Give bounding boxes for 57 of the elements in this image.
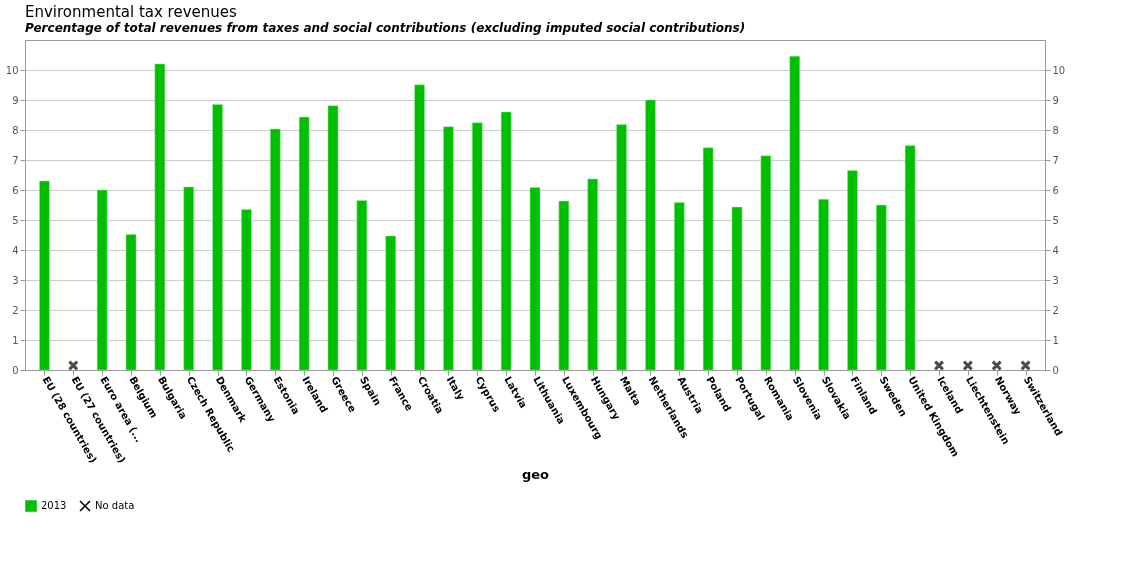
bar (385, 235, 396, 371)
bar (731, 206, 743, 371)
bar (327, 105, 339, 371)
y2-tick-label: 3 (1052, 274, 1059, 286)
y-tick-label: 2 (12, 304, 19, 316)
bar (674, 202, 685, 371)
y2-tick-label: 10 (1052, 64, 1066, 76)
bar (39, 180, 50, 371)
y-tick-label: 9 (12, 94, 19, 106)
bar (500, 111, 512, 371)
y-tick-label: 4 (12, 244, 19, 256)
chart-title: Environmental tax revenues (25, 3, 238, 21)
bar (414, 84, 425, 371)
chart-subtitle: Percentage of total revenues from taxes and social contributions (excluding imputed social contributions) (25, 21, 746, 35)
bar (702, 147, 714, 371)
bar (904, 145, 916, 371)
bar (212, 104, 223, 371)
legend-label: No data (95, 500, 135, 511)
bar (558, 200, 570, 371)
bar (472, 122, 483, 371)
bar (876, 204, 887, 371)
y-tick-label: 7 (12, 154, 19, 166)
bar (154, 63, 166, 371)
bar (125, 234, 137, 371)
bar (356, 200, 368, 371)
y-tick-label: 1 (12, 334, 19, 346)
y2-tick-label: 7 (1052, 154, 1059, 166)
bar (443, 126, 454, 371)
bar (241, 209, 252, 371)
bar (789, 55, 800, 371)
bar (183, 186, 194, 371)
bar (270, 128, 281, 371)
y-tick-label: 10 (5, 64, 19, 76)
bar (847, 170, 858, 371)
y-tick-label: 3 (12, 274, 19, 286)
y2-tick-label: 5 (1052, 214, 1059, 226)
bar (587, 178, 598, 371)
bar (529, 187, 541, 371)
y2-tick-label: 2 (1052, 304, 1059, 316)
bar (298, 116, 310, 371)
bar (96, 189, 108, 371)
bar (818, 199, 829, 371)
y-tick-label: 0 (12, 364, 19, 376)
y2-tick-label: 4 (1052, 244, 1059, 256)
bar (645, 99, 656, 371)
y2-tick-label: 1 (1052, 334, 1059, 346)
y2-tick-label: 0 (1052, 364, 1059, 376)
bar (616, 124, 627, 371)
x-axis-title: geo (521, 466, 550, 482)
bar (760, 155, 772, 371)
y2-tick-label: 9 (1052, 94, 1059, 106)
legend-label: 2013 (41, 500, 67, 511)
y-tick-label: 5 (12, 214, 19, 226)
y2-tick-label: 6 (1052, 184, 1059, 196)
y-tick-label: 6 (12, 184, 19, 196)
y-tick-label: 8 (12, 124, 19, 136)
y2-tick-label: 8 (1052, 124, 1059, 136)
